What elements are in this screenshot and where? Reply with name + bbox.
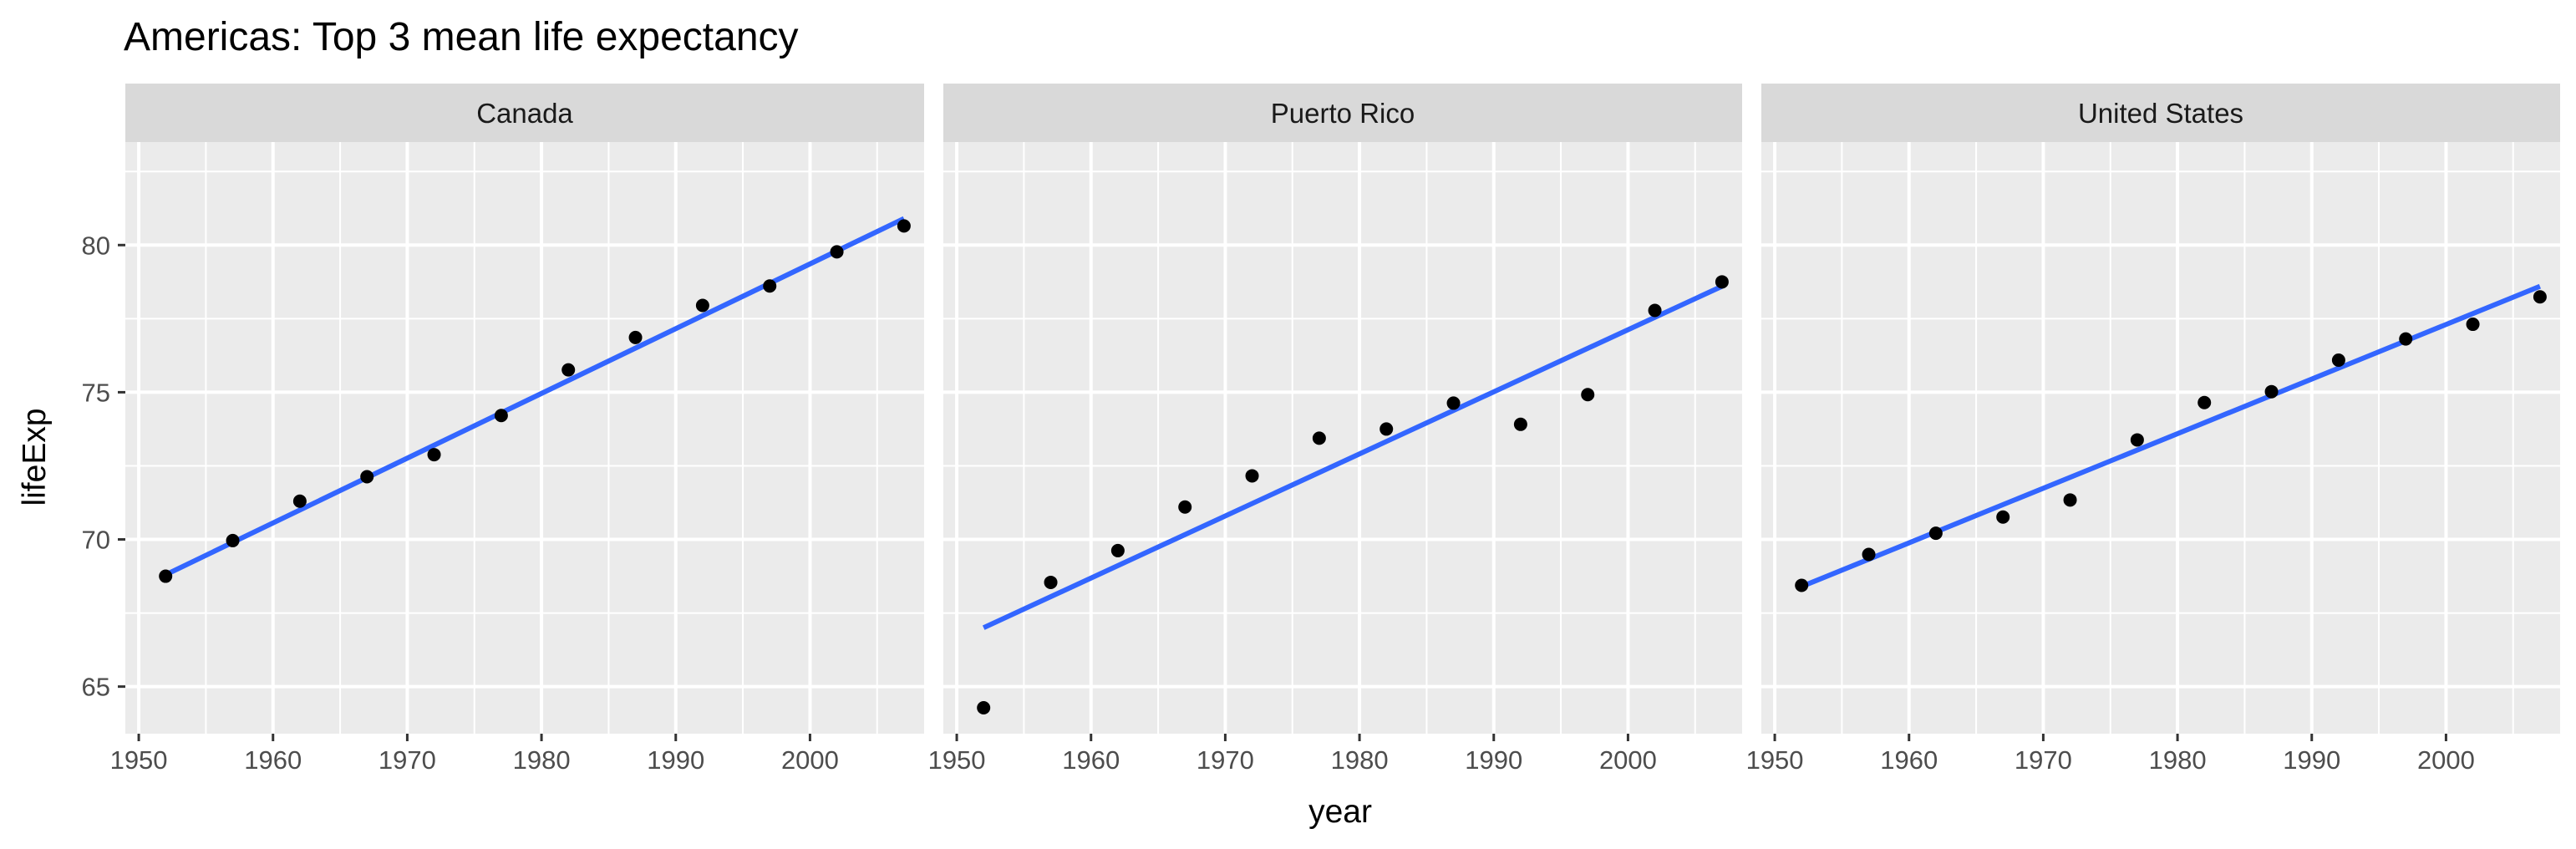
facet-strip	[943, 84, 1742, 142]
x-tick-label: 2000	[1599, 745, 1657, 775]
data-point	[1928, 526, 1943, 541]
facet-strip-label: Puerto Rico	[1271, 98, 1415, 129]
facet-panel: Canada 1950 1960 1970 1980 1990 2000	[110, 84, 924, 775]
data-point	[427, 448, 441, 462]
x-axis-title: year	[1308, 794, 1372, 830]
x-tick-label: 1980	[1331, 745, 1389, 775]
facet-strip-label: Canada	[476, 98, 573, 129]
data-point	[1513, 417, 1527, 431]
data-point	[628, 330, 643, 344]
x-tick-label: 1960	[1880, 745, 1938, 775]
data-point	[1446, 396, 1461, 410]
data-point	[2264, 384, 2279, 399]
facet-strip-label: United States	[2078, 98, 2243, 129]
x-tick-label: 1990	[2283, 745, 2340, 775]
data-point	[763, 279, 777, 293]
y-tick-label: 70	[82, 526, 110, 555]
x-tick-label: 1950	[1746, 745, 1804, 775]
data-point	[830, 245, 844, 259]
data-point	[1044, 575, 1058, 589]
facet-strip	[125, 84, 924, 142]
data-point	[1862, 547, 1876, 562]
y-axis-title: lifeExp	[17, 408, 53, 506]
x-tick-label: 1980	[513, 745, 571, 775]
fit-line	[982, 283, 1724, 630]
x-tick-label: 1980	[2149, 745, 2207, 775]
x-tick-label: 1950	[928, 745, 986, 775]
data-point	[2466, 318, 2480, 332]
x-tick-label: 1960	[1062, 745, 1120, 775]
data-point	[159, 569, 173, 583]
data-point	[1110, 543, 1125, 557]
data-point	[2197, 395, 2212, 409]
data-point	[1648, 303, 1662, 318]
panel-background	[943, 142, 1742, 734]
y-tick-label: 80	[82, 231, 110, 260]
x-tick-label: 2000	[781, 745, 839, 775]
y-tick-label: 65	[82, 673, 110, 702]
x-tick-label: 1960	[244, 745, 302, 775]
data-point	[1245, 469, 1259, 483]
data-point	[977, 701, 991, 715]
x-tick-label: 1970	[2015, 745, 2072, 775]
fit-line	[1801, 283, 2542, 589]
data-point	[2063, 493, 2077, 507]
x-tick-label: 1950	[110, 745, 168, 775]
data-point	[1379, 422, 1394, 436]
data-point	[2130, 433, 2144, 447]
x-tick-label: 2000	[2417, 745, 2475, 775]
facet-panel: United States 1950 1960 1970 1980 1990 2000	[1746, 84, 2560, 775]
data-point	[561, 363, 576, 377]
data-point	[2399, 332, 2413, 346]
data-point	[494, 409, 508, 423]
data-point	[2533, 290, 2547, 304]
data-point	[360, 470, 374, 484]
y-axis: 65 70 75 80	[82, 231, 125, 702]
data-point	[2331, 353, 2345, 368]
y-tick-label: 75	[82, 378, 110, 407]
panel-background	[125, 142, 924, 734]
x-tick-label: 1990	[647, 745, 704, 775]
data-point	[1996, 510, 2010, 524]
data-point	[1715, 275, 1729, 289]
fit-line	[164, 216, 906, 577]
facet-panel: Puerto Rico 1950 1960 1970 1980 1990 2000	[928, 84, 1742, 775]
facet-strip	[1761, 84, 2560, 142]
data-point	[695, 298, 709, 313]
x-tick-label: 1970	[1197, 745, 1254, 775]
data-point	[1178, 500, 1192, 514]
data-point	[1795, 578, 1809, 592]
chart-title: Americas: Top 3 mean life expectancy	[124, 15, 799, 59]
data-point	[292, 494, 307, 508]
data-point	[226, 533, 240, 547]
data-point	[897, 219, 911, 233]
x-tick-label: 1990	[1465, 745, 1522, 775]
data-point	[1581, 388, 1595, 402]
data-point	[1312, 431, 1326, 445]
x-tick-label: 1970	[379, 745, 436, 775]
